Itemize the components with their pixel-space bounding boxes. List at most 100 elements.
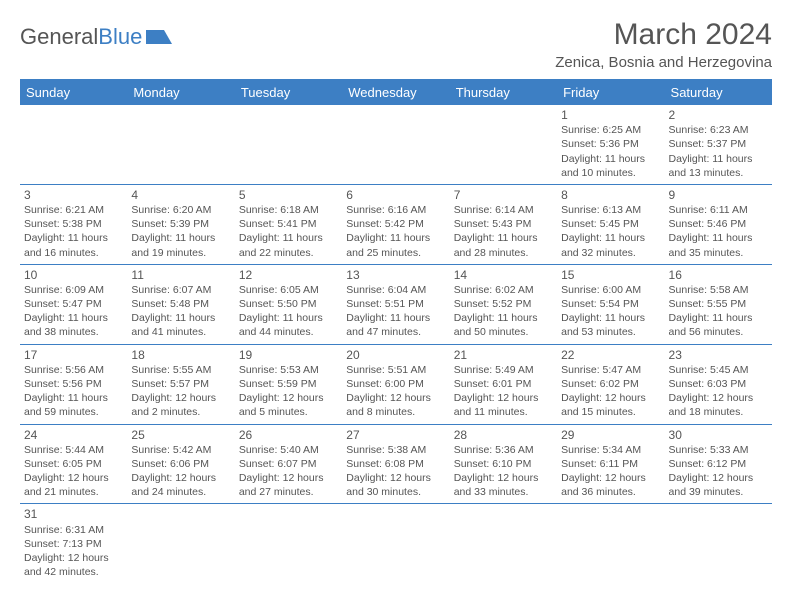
day-number: 8 — [561, 187, 660, 203]
day-number: 20 — [346, 347, 445, 363]
sunset-line: Sunset: 5:59 PM — [239, 377, 338, 391]
page-header: GeneralBlue March 2024 Zenica, Bosnia an… — [20, 18, 772, 71]
calendar-header-row: SundayMondayTuesdayWednesdayThursdayFrid… — [20, 80, 772, 105]
sunset-line: Sunset: 5:41 PM — [239, 217, 338, 231]
day-number: 31 — [24, 506, 123, 522]
calendar-body: 1Sunrise: 6:25 AMSunset: 5:36 PM Daylight… — [20, 105, 772, 583]
day-number: 7 — [454, 187, 553, 203]
sunrise-line: Sunrise: 5:33 AM — [669, 443, 768, 457]
sunset-line: Sunset: 6:07 PM — [239, 457, 338, 471]
day-number: 30 — [669, 427, 768, 443]
sunset-line: Sunset: 5:46 PM — [669, 217, 768, 231]
calendar-row: 31Sunrise: 6:31 AMSunset: 7:13 PMDayligh… — [20, 504, 772, 583]
daylight-line: Daylight: 11 hours and 38 minutes. — [24, 311, 123, 339]
sunset-line: Sunset: 6:08 PM — [346, 457, 445, 471]
day-number: 12 — [239, 267, 338, 283]
day-number: 10 — [24, 267, 123, 283]
daylight-line: Daylight: 11 hours and 41 minutes. — [131, 311, 230, 339]
day-cell: 24Sunrise: 5:44 AMSunset: 6:05 PMDayligh… — [20, 424, 127, 504]
day-cell: 2Sunrise: 6:23 AMSunset: 5:37 PMDaylight… — [665, 105, 772, 184]
sunset-line: Sunset: 6:05 PM — [24, 457, 123, 471]
sunset-line: Sunset: 5:36 PM — [561, 137, 660, 151]
day-number: 26 — [239, 427, 338, 443]
day-cell: 1Sunrise: 6:25 AMSunset: 5:36 PMDaylight… — [557, 105, 664, 184]
day-cell: 20Sunrise: 5:51 AMSunset: 6:00 PMDayligh… — [342, 344, 449, 424]
sunrise-line: Sunrise: 6:18 AM — [239, 203, 338, 217]
empty-cell — [127, 105, 234, 184]
sunrise-line: Sunrise: 6:25 AM — [561, 123, 660, 137]
daylight-line: Daylight: 11 hours and 47 minutes. — [346, 311, 445, 339]
day-number: 25 — [131, 427, 230, 443]
day-number: 1 — [561, 107, 660, 123]
sunset-line: Sunset: 5:38 PM — [24, 217, 123, 231]
sunrise-line: Sunrise: 5:55 AM — [131, 363, 230, 377]
empty-cell — [450, 105, 557, 184]
day-cell: 9Sunrise: 6:11 AMSunset: 5:46 PMDaylight… — [665, 184, 772, 264]
daylight-line: Daylight: 12 hours and 30 minutes. — [346, 471, 445, 499]
sunset-line: Sunset: 5:45 PM — [561, 217, 660, 231]
daylight-line: Daylight: 12 hours and 39 minutes. — [669, 471, 768, 499]
calendar-row: 17Sunrise: 5:56 AMSunset: 5:56 PMDayligh… — [20, 344, 772, 424]
day-number: 15 — [561, 267, 660, 283]
day-header: Wednesday — [342, 80, 449, 105]
sunrise-line: Sunrise: 5:40 AM — [239, 443, 338, 457]
sunrise-line: Sunrise: 5:56 AM — [24, 363, 123, 377]
logo: GeneralBlue — [20, 24, 172, 50]
sunset-line: Sunset: 5:48 PM — [131, 297, 230, 311]
month-title: March 2024 — [555, 18, 772, 52]
daylight-line: Daylight: 12 hours and 15 minutes. — [561, 391, 660, 419]
day-number: 27 — [346, 427, 445, 443]
daylight-line: Daylight: 12 hours and 36 minutes. — [561, 471, 660, 499]
sunrise-line: Sunrise: 5:53 AM — [239, 363, 338, 377]
day-cell: 26Sunrise: 5:40 AMSunset: 6:07 PMDayligh… — [235, 424, 342, 504]
sunset-line: Sunset: 5:52 PM — [454, 297, 553, 311]
day-number: 23 — [669, 347, 768, 363]
sunset-line: Sunset: 7:13 PM — [24, 537, 123, 551]
sunset-line: Sunset: 5:39 PM — [131, 217, 230, 231]
daylight-line: Daylight: 11 hours and 32 minutes. — [561, 231, 660, 259]
day-number: 24 — [24, 427, 123, 443]
sunrise-line: Sunrise: 6:13 AM — [561, 203, 660, 217]
day-cell: 5Sunrise: 6:18 AMSunset: 5:41 PMDaylight… — [235, 184, 342, 264]
daylight-line: Daylight: 11 hours and 13 minutes. — [669, 152, 768, 180]
sunrise-line: Sunrise: 5:51 AM — [346, 363, 445, 377]
daylight-line: Daylight: 12 hours and 21 minutes. — [24, 471, 123, 499]
sunset-line: Sunset: 5:56 PM — [24, 377, 123, 391]
sunrise-line: Sunrise: 6:07 AM — [131, 283, 230, 297]
sunrise-line: Sunrise: 5:36 AM — [454, 443, 553, 457]
sunrise-line: Sunrise: 5:47 AM — [561, 363, 660, 377]
daylight-line: Daylight: 11 hours and 22 minutes. — [239, 231, 338, 259]
day-number: 14 — [454, 267, 553, 283]
logo-text-2: Blue — [98, 24, 142, 50]
day-number: 21 — [454, 347, 553, 363]
sunrise-line: Sunrise: 6:00 AM — [561, 283, 660, 297]
logo-text-1: General — [20, 24, 98, 50]
daylight-line: Daylight: 11 hours and 16 minutes. — [24, 231, 123, 259]
day-number: 4 — [131, 187, 230, 203]
day-number: 16 — [669, 267, 768, 283]
day-cell: 23Sunrise: 5:45 AMSunset: 6:03 PMDayligh… — [665, 344, 772, 424]
sunset-line: Sunset: 6:01 PM — [454, 377, 553, 391]
day-cell: 31Sunrise: 6:31 AMSunset: 7:13 PMDayligh… — [20, 504, 127, 583]
day-header: Thursday — [450, 80, 557, 105]
day-number: 5 — [239, 187, 338, 203]
sunset-line: Sunset: 6:12 PM — [669, 457, 768, 471]
empty-cell — [665, 504, 772, 583]
sunrise-line: Sunrise: 5:58 AM — [669, 283, 768, 297]
empty-cell — [127, 504, 234, 583]
daylight-line: Daylight: 11 hours and 59 minutes. — [24, 391, 123, 419]
empty-cell — [342, 105, 449, 184]
daylight-line: Daylight: 11 hours and 53 minutes. — [561, 311, 660, 339]
day-number: 6 — [346, 187, 445, 203]
day-cell: 22Sunrise: 5:47 AMSunset: 6:02 PMDayligh… — [557, 344, 664, 424]
sunset-line: Sunset: 5:43 PM — [454, 217, 553, 231]
day-cell: 30Sunrise: 5:33 AMSunset: 6:12 PMDayligh… — [665, 424, 772, 504]
sunrise-line: Sunrise: 5:45 AM — [669, 363, 768, 377]
calendar-row: 24Sunrise: 5:44 AMSunset: 6:05 PMDayligh… — [20, 424, 772, 504]
empty-cell — [557, 504, 664, 583]
day-cell: 19Sunrise: 5:53 AMSunset: 5:59 PMDayligh… — [235, 344, 342, 424]
sunrise-line: Sunrise: 6:02 AM — [454, 283, 553, 297]
title-block: March 2024 Zenica, Bosnia and Herzegovin… — [555, 18, 772, 71]
daylight-line: Daylight: 11 hours and 35 minutes. — [669, 231, 768, 259]
day-cell: 8Sunrise: 6:13 AMSunset: 5:45 PMDaylight… — [557, 184, 664, 264]
